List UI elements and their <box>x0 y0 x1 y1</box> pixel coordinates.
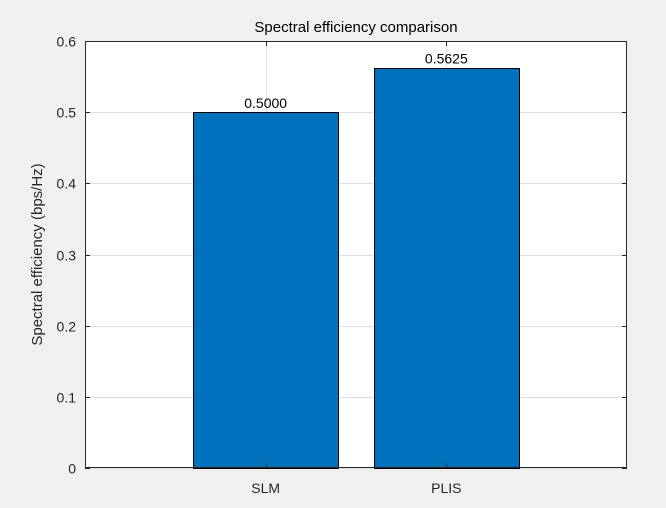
chart-title: Spectral efficiency comparison <box>254 19 457 36</box>
data-labels: 0.5000 0.5625 <box>244 51 468 111</box>
bar-slm <box>193 112 339 469</box>
y-tick-label: 0 <box>68 461 76 477</box>
y-tick-label: 0.3 <box>57 248 77 264</box>
plot-area <box>85 41 627 468</box>
bar-plis <box>374 68 520 469</box>
x-tick-label-plis: PLIS <box>431 480 461 496</box>
bars <box>193 68 520 469</box>
data-label-slm: 0.5000 <box>244 95 287 111</box>
y-tick-label: 0.2 <box>57 319 77 335</box>
data-label-plis: 0.5625 <box>425 51 468 67</box>
y-tick-label: 0.1 <box>57 390 77 406</box>
axes-frame <box>85 41 627 468</box>
y-tick-label: 0.6 <box>57 34 77 50</box>
y-axis-label: Spectral efficiency (bps/Hz) <box>29 163 46 345</box>
axis-ticks: 0 0.1 0.2 0.3 0.4 0.5 0.6 SLM PLIS <box>57 34 627 496</box>
x-tick-label-slm: SLM <box>251 480 280 496</box>
y-tick-label: 0.5 <box>57 105 77 121</box>
y-tick-label: 0.4 <box>57 176 77 192</box>
